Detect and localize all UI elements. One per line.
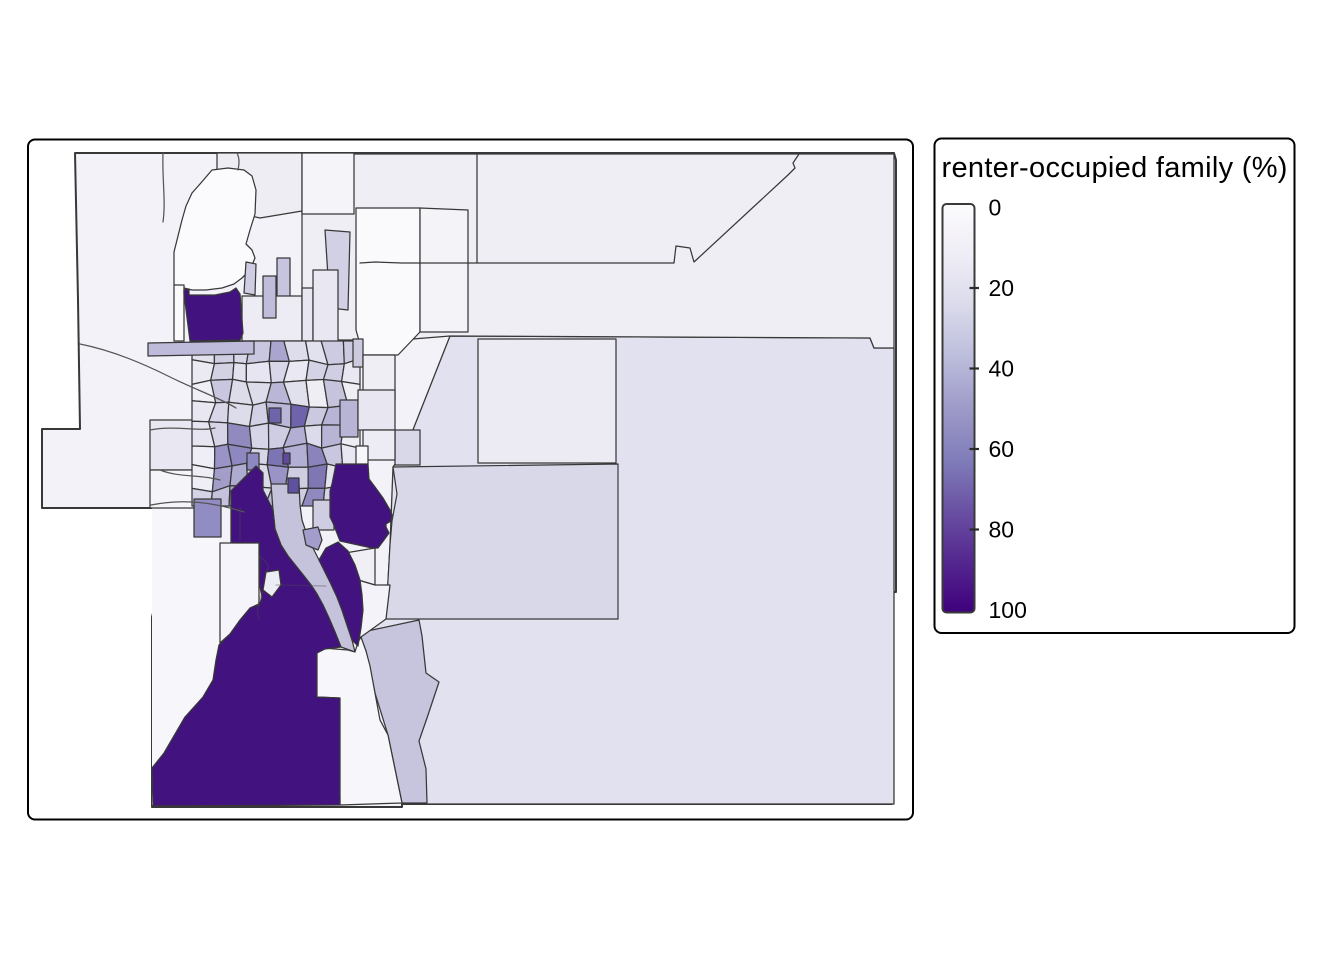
svg-text:20: 20 xyxy=(989,275,1015,301)
svg-text:renter-occupied family (%): renter-occupied family (%) xyxy=(942,152,1288,184)
svg-text:40: 40 xyxy=(989,356,1015,382)
svg-text:60: 60 xyxy=(989,436,1015,462)
svg-text:80: 80 xyxy=(989,517,1015,543)
svg-text:100: 100 xyxy=(989,597,1027,623)
svg-text:0: 0 xyxy=(989,195,1002,221)
